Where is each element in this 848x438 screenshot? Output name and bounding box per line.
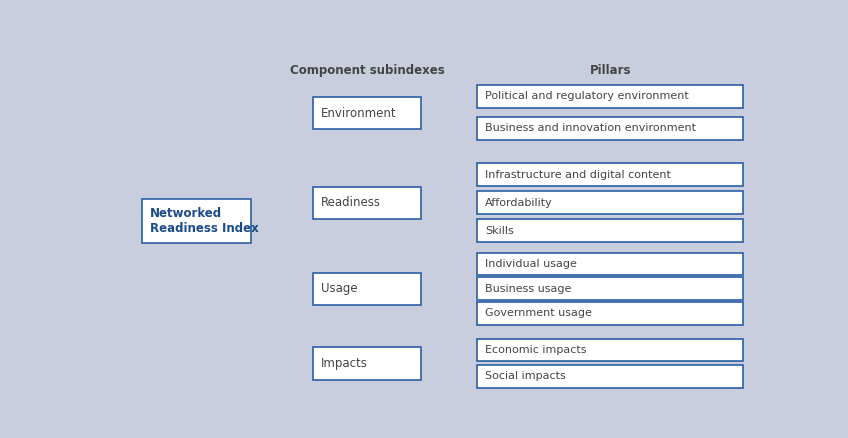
Text: Usage: Usage — [321, 282, 358, 295]
Text: Infrastructure and digital content: Infrastructure and digital content — [485, 170, 671, 180]
Text: Business usage: Business usage — [485, 284, 572, 293]
Text: Component subindexes: Component subindexes — [290, 64, 444, 78]
FancyBboxPatch shape — [477, 277, 744, 300]
FancyBboxPatch shape — [477, 365, 744, 388]
FancyBboxPatch shape — [313, 347, 421, 380]
Text: Economic impacts: Economic impacts — [485, 345, 587, 355]
Text: Individual usage: Individual usage — [485, 259, 577, 269]
FancyBboxPatch shape — [477, 117, 744, 140]
Text: Skills: Skills — [485, 226, 514, 236]
FancyBboxPatch shape — [477, 163, 744, 186]
FancyBboxPatch shape — [313, 97, 421, 129]
FancyBboxPatch shape — [477, 339, 744, 361]
Text: Readiness: Readiness — [321, 196, 381, 209]
Text: Social impacts: Social impacts — [485, 371, 566, 381]
Text: Pillars: Pillars — [589, 64, 631, 78]
FancyBboxPatch shape — [477, 85, 744, 108]
Text: Political and regulatory environment: Political and regulatory environment — [485, 92, 689, 102]
Text: Networked
Readiness Index: Networked Readiness Index — [150, 207, 259, 235]
Text: Affordability: Affordability — [485, 198, 553, 208]
Text: Impacts: Impacts — [321, 357, 368, 370]
FancyBboxPatch shape — [477, 253, 744, 276]
FancyBboxPatch shape — [313, 272, 421, 305]
FancyBboxPatch shape — [142, 199, 251, 243]
Text: Government usage: Government usage — [485, 308, 592, 318]
FancyBboxPatch shape — [477, 219, 744, 242]
FancyBboxPatch shape — [477, 191, 744, 214]
FancyBboxPatch shape — [477, 302, 744, 325]
Text: Environment: Environment — [321, 107, 397, 120]
FancyBboxPatch shape — [313, 187, 421, 219]
Text: Business and innovation environment: Business and innovation environment — [485, 124, 696, 134]
